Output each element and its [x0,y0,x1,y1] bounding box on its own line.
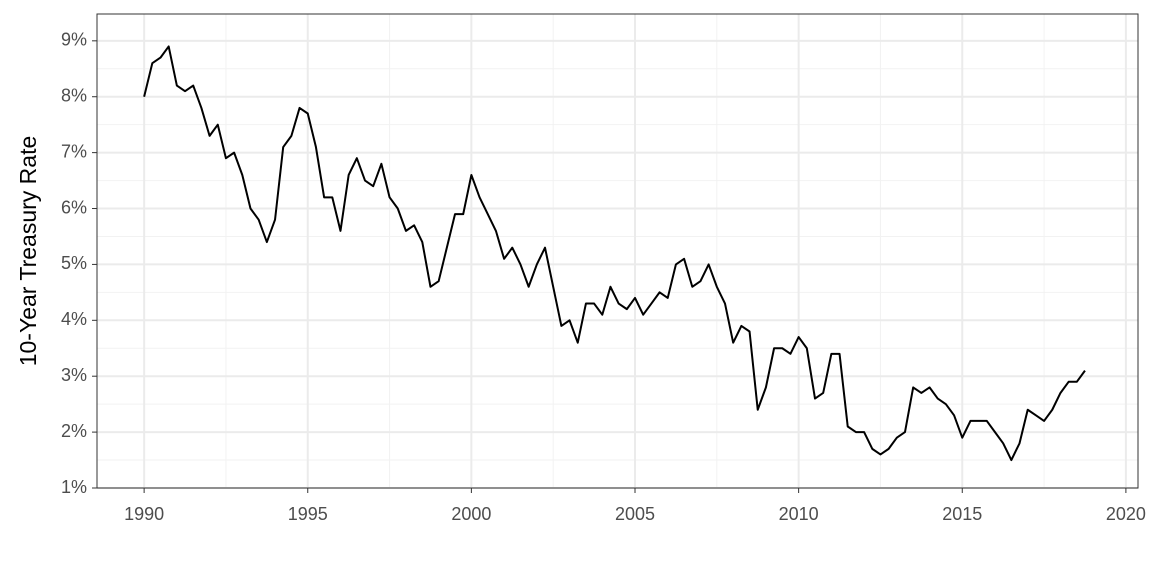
x-tick-label: 2000 [451,504,491,524]
x-tick-label: 2020 [1106,504,1146,524]
line [143,45,1086,462]
y-axis-title: 10-Year Treasury Rate [15,136,41,367]
y-tick-label: 6% [61,197,87,217]
panel-border [96,13,1139,489]
y-tick-label: 8% [61,85,87,105]
y-tick-label: 1% [61,477,87,497]
y-tick-label: 3% [61,365,87,385]
y-tick-label: 4% [61,309,87,329]
x-tick-label: 2005 [615,504,655,524]
x-tick-label: 2015 [942,504,982,524]
x-tick-label: 2010 [779,504,819,524]
y-tick-label: 2% [61,421,87,441]
y-tick-label: 5% [61,253,87,273]
y-tick-label: 9% [61,30,87,50]
x-tick-label: 1990 [124,504,164,524]
y-tick-label: 7% [61,141,87,161]
x-tick-label: 1995 [288,504,328,524]
